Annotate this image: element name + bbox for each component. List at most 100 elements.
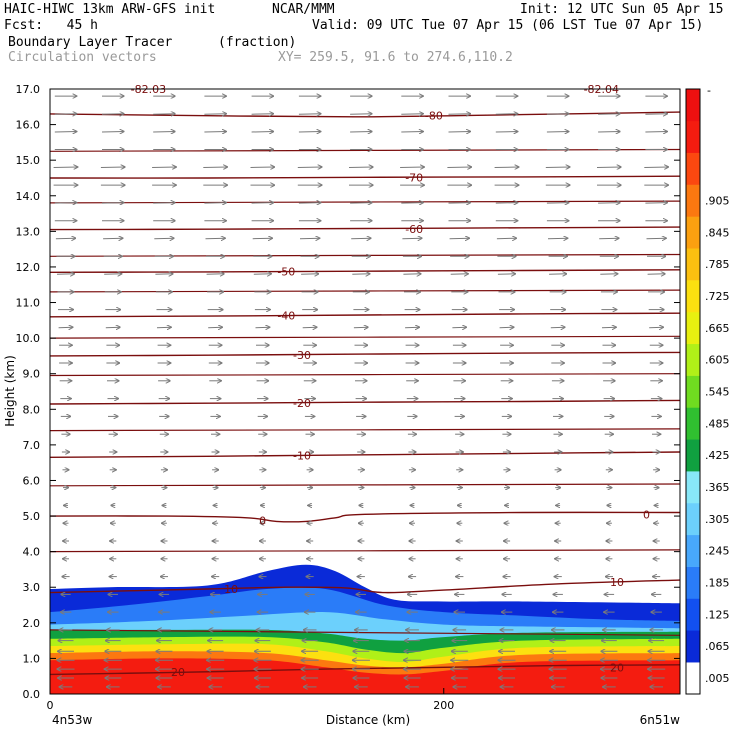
y-tick-label-17: 17.0 (16, 83, 41, 96)
wind-vector-1-1 (101, 114, 124, 115)
wind-vector-2-12 (645, 132, 667, 133)
wind-vector-2-11 (598, 132, 620, 133)
wind-vector-10-7 (403, 274, 421, 275)
isotherm-line-7 (50, 269, 680, 273)
colorbar-top-label: - (707, 84, 711, 97)
colorbar-swatch-5 (686, 502, 700, 536)
y-tick-label-3: 3.0 (23, 581, 41, 594)
wind-vector-13-4 (255, 327, 270, 328)
y-tick-label-9: 9.0 (23, 368, 41, 381)
y-tick-label-12: 12.0 (16, 261, 41, 274)
wind-vector-10-1 (104, 274, 122, 275)
header-valid: Valid: 09 UTC Tue 07 Apr 15 (06 LST Tue … (312, 18, 704, 33)
isotherm-label-8-0: -60 (405, 223, 423, 236)
colorbar-label-8: .485 (705, 417, 730, 430)
colorbar-label-1: .065 (705, 640, 730, 653)
colorbar-frame (685, 88, 701, 695)
x-axis-label: Distance (km) (326, 713, 410, 727)
colorbar-swatch-18 (686, 89, 700, 122)
isotherm-line-1 (50, 579, 680, 594)
wind-vector-4-4 (250, 167, 275, 168)
isotherm-label-2-1: 0 (643, 508, 650, 521)
isotherm-label-5-0: -30 (293, 349, 311, 362)
y-tick-label-1: 1.0 (23, 652, 41, 665)
wind-vector-10-12 (647, 274, 666, 275)
wind-vector-1-11 (598, 114, 620, 115)
wind-vector-2-2 (153, 132, 175, 133)
colorbar-swatch-13 (686, 248, 700, 281)
wind-vector-8-0 (55, 238, 76, 239)
wind-vector-2-6 (350, 132, 372, 133)
wind-vector-4-12 (644, 167, 668, 168)
wind-vector-10-2 (155, 274, 173, 275)
y-tick-label-15: 15.0 (16, 154, 41, 167)
header-xy: XY= 259.5, 91.6 to 274.6,110.2 (278, 50, 513, 65)
wind-vector-8-7 (402, 238, 422, 239)
isotherm-label-9-0: -70 (405, 171, 423, 184)
wind-vector-6-4 (251, 203, 274, 204)
wind-vector-8-3 (205, 238, 226, 239)
isotherm-line-4 (50, 399, 680, 405)
x-tick-label-0: 0 (47, 699, 54, 712)
colorbar-swatch-1 (686, 630, 700, 663)
wind-vector-13-3 (208, 327, 222, 328)
wind-vector-2-10 (546, 132, 569, 133)
wind-vector-13-10 (550, 327, 565, 328)
isotherm-label-1-1: 10 (610, 576, 624, 589)
colorbar-label-9: .545 (705, 386, 730, 399)
isotherm-line-9 (50, 175, 680, 179)
isotherm-line-6 (50, 312, 680, 318)
wind-vector-2-4 (251, 132, 274, 133)
y-tick-label-6: 6.0 (23, 474, 41, 487)
wind-vector-10-11 (600, 274, 618, 275)
wind-vector-13-2 (156, 327, 171, 328)
isotherm-label-0-0: 20 (171, 666, 185, 679)
isotherm-line-extra-6 (50, 428, 680, 432)
wind-vector-1-5 (298, 114, 321, 115)
isotherm-label-4-0: -20 (293, 397, 311, 410)
wind-vector-1-9 (495, 114, 518, 115)
colorbar-swatch-4 (686, 534, 700, 567)
wind-vector-10-10 (549, 274, 567, 275)
wind-vector-13-0 (58, 327, 73, 328)
isotherm-line-extra-8 (50, 549, 680, 553)
wind-vector-10-8 (450, 274, 469, 275)
wind-vector-8-10 (547, 238, 568, 239)
y-tick-label-5: 5.0 (23, 510, 41, 523)
wind-vector-8-8 (449, 238, 470, 239)
wind-vector-4-1 (100, 167, 125, 168)
wind-vector-2-3 (204, 132, 226, 133)
colorbar-swatch-15 (686, 184, 700, 217)
header-field: Boundary Layer Tracer (8, 35, 173, 50)
wind-vector-13-1 (105, 327, 120, 328)
wind-vector-8-6 (351, 238, 371, 239)
wind-vector-2-1 (101, 132, 124, 133)
isotherm-line-0 (50, 664, 680, 676)
y-axis-label: Height (km) (3, 355, 17, 426)
wind-vector-4-2 (152, 167, 176, 168)
wind-vector-10-4 (253, 274, 272, 275)
wind-vector-8-4 (252, 238, 273, 239)
colorbar-swatch-9 (686, 375, 700, 408)
wind-vector-1-7 (401, 114, 423, 115)
isotherm-label-6-0: -40 (277, 310, 295, 323)
wind-vector-13-7 (405, 327, 419, 328)
wind-vector-6-6 (350, 203, 372, 204)
colorbar-label-4: .245 (705, 545, 730, 558)
y-tick-label-7: 7.0 (23, 439, 41, 452)
wind-vector-13-8 (452, 327, 466, 328)
isotherm-label-3-0: -10 (293, 450, 311, 463)
wind-vector-8-11 (599, 238, 619, 239)
isotherm-line-extra-9 (50, 629, 680, 636)
wind-vector-4-10 (545, 167, 570, 168)
colorbar-label-12: .725 (705, 290, 730, 303)
isotherm-line-extra-5 (50, 373, 680, 377)
wind-vector-13-5 (302, 327, 317, 328)
isotherm-line-3 (50, 451, 680, 458)
wind-vector-6-9 (495, 203, 518, 204)
wind-vector-6-1 (101, 203, 124, 204)
wind-vector-8-5 (299, 238, 320, 239)
wind-vector-1-8 (448, 114, 471, 115)
isotherm-line-extra-4 (50, 335, 680, 339)
wind-vector-2-9 (495, 132, 518, 133)
